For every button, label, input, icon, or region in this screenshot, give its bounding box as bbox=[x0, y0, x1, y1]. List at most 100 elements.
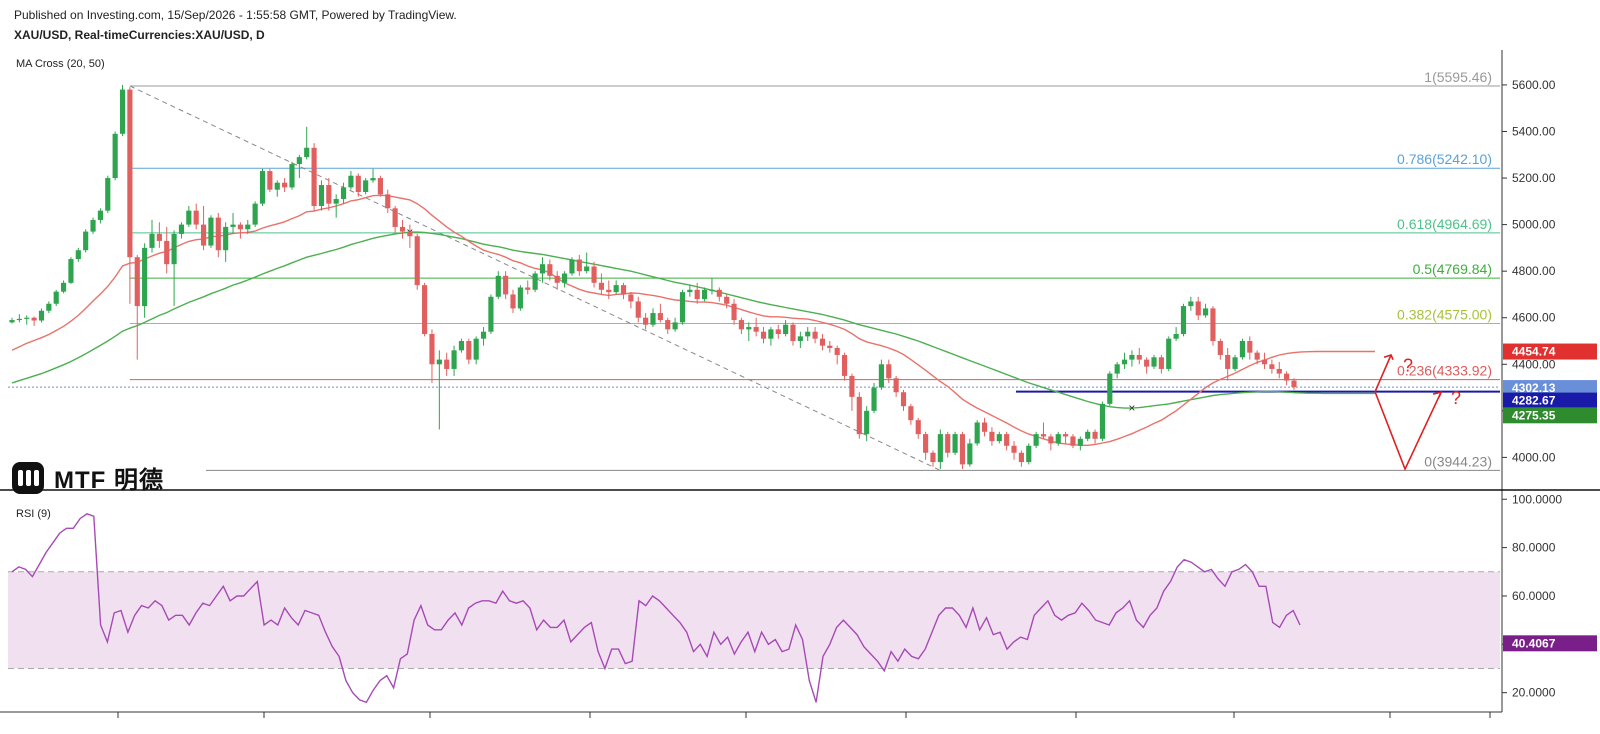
candle-body bbox=[871, 387, 877, 411]
candle-body bbox=[864, 410, 870, 435]
candle-body bbox=[326, 185, 332, 204]
candle-body bbox=[289, 164, 295, 188]
published-info: Published on Investing.com, 15/Sep/2026 … bbox=[14, 8, 457, 22]
candle-body bbox=[193, 210, 199, 225]
candle-body bbox=[797, 336, 803, 342]
candle-body bbox=[333, 198, 339, 204]
candle-body bbox=[679, 292, 686, 323]
mtf-logo: MTF 明德 bbox=[12, 460, 164, 495]
candle-body bbox=[377, 178, 383, 195]
candle-body bbox=[510, 294, 516, 309]
candle-body bbox=[119, 89, 126, 134]
candle-body bbox=[819, 338, 826, 346]
candle-body bbox=[768, 329, 774, 339]
candle-body bbox=[31, 317, 37, 321]
candle-body bbox=[274, 182, 280, 190]
rsi-pane: 20.000040.000060.000080.0000100.000040.4… bbox=[8, 492, 1597, 704]
rsi-tick-label: 20.0000 bbox=[1512, 686, 1556, 700]
candle-body bbox=[694, 289, 700, 300]
candle-body bbox=[849, 375, 855, 397]
candle-body bbox=[46, 303, 52, 311]
candle-body bbox=[1269, 364, 1275, 369]
candle-body bbox=[164, 240, 170, 265]
candle-body bbox=[1217, 341, 1223, 355]
candle-body bbox=[370, 178, 376, 181]
candle-body bbox=[1173, 334, 1179, 339]
candle-body bbox=[657, 313, 663, 321]
candle-body bbox=[783, 324, 789, 335]
candle-body bbox=[237, 224, 243, 230]
candle-body bbox=[282, 182, 288, 188]
candle-body bbox=[495, 275, 501, 297]
candle-body bbox=[230, 224, 236, 227]
candle-body bbox=[60, 282, 67, 292]
candle-body bbox=[731, 303, 737, 321]
candle-body bbox=[1239, 341, 1246, 358]
candle-body bbox=[620, 285, 627, 295]
candle-body bbox=[562, 273, 568, 283]
candle-body bbox=[1055, 434, 1061, 444]
candle-body bbox=[1063, 434, 1069, 437]
candle-body bbox=[1040, 434, 1047, 437]
candle-body bbox=[1247, 341, 1253, 353]
fib-level-label: 1(5595.46) bbox=[1424, 69, 1492, 85]
candle-body bbox=[142, 247, 148, 307]
candle-body bbox=[532, 273, 538, 290]
candle-body bbox=[16, 318, 22, 321]
price-tag-label: 4275.35 bbox=[1512, 408, 1556, 422]
price-tag-label: 4282.67 bbox=[1512, 394, 1556, 408]
candle-body bbox=[392, 208, 398, 227]
candle-body bbox=[9, 320, 15, 323]
candle-body bbox=[1048, 436, 1054, 444]
candle-body bbox=[200, 224, 207, 246]
candle-body bbox=[1107, 373, 1113, 404]
candle-body bbox=[399, 226, 406, 232]
arrowhead-icon bbox=[1383, 353, 1394, 360]
fib-level-label: 0.786(5242.10) bbox=[1397, 151, 1492, 167]
candle-body bbox=[554, 275, 560, 283]
candle-body bbox=[1121, 359, 1128, 365]
candle-body bbox=[245, 224, 251, 230]
candle-body bbox=[525, 287, 531, 290]
candle-body bbox=[208, 217, 214, 246]
candle-body bbox=[407, 231, 413, 237]
candle-body bbox=[1284, 373, 1290, 381]
question-mark-annotation: ? bbox=[1451, 388, 1461, 408]
candle-body bbox=[1276, 368, 1282, 374]
candle-body bbox=[923, 434, 929, 453]
candle-body bbox=[635, 301, 641, 318]
candle-body bbox=[547, 264, 553, 276]
candle-body bbox=[665, 320, 671, 330]
candle-body bbox=[422, 285, 428, 335]
candle-body bbox=[834, 347, 840, 355]
candle-body bbox=[930, 452, 936, 463]
candle-body bbox=[967, 443, 973, 465]
candle-body bbox=[1291, 380, 1297, 388]
candle-body bbox=[1195, 301, 1201, 316]
candle-body bbox=[1144, 359, 1150, 367]
candle-body bbox=[215, 217, 221, 251]
candle-body bbox=[1158, 357, 1164, 369]
fib-level-label: 0.236(4333.92) bbox=[1397, 363, 1492, 379]
candle-body bbox=[650, 313, 656, 325]
candle-body bbox=[267, 171, 273, 190]
candle-body bbox=[1180, 306, 1187, 335]
candle-body bbox=[1033, 434, 1039, 446]
candle-body bbox=[878, 364, 884, 388]
candle-body bbox=[1254, 352, 1260, 360]
candle-body bbox=[805, 331, 811, 337]
candle-body bbox=[1210, 308, 1216, 342]
candle-body bbox=[908, 406, 914, 421]
candle-body bbox=[24, 317, 30, 319]
candle-body bbox=[1232, 357, 1238, 369]
candle-body bbox=[186, 210, 192, 225]
candle-body bbox=[790, 324, 796, 342]
candle-body bbox=[134, 257, 140, 307]
candle-body bbox=[105, 178, 111, 211]
candle-body bbox=[385, 194, 391, 209]
candle-body bbox=[974, 422, 980, 444]
candle-body bbox=[827, 345, 833, 348]
candle-body bbox=[1151, 357, 1157, 367]
candle-body bbox=[149, 233, 155, 248]
